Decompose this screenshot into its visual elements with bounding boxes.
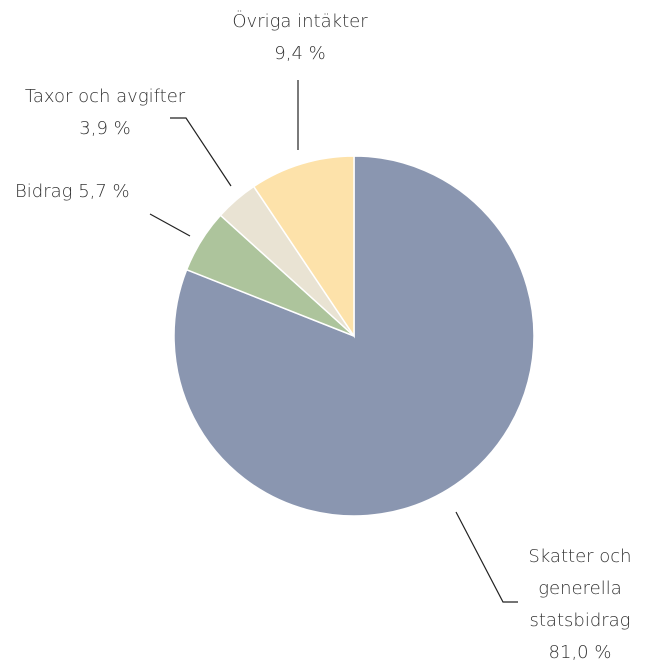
value-label: 5,7 % — [78, 181, 130, 202]
pie-slice — [173, 155, 535, 517]
slice-label: Skatter och generella statsbidrag 81,0 % — [515, 541, 645, 664]
leader-line — [170, 117, 232, 187]
value-label: 81,0 % — [548, 642, 612, 663]
leader-line — [149, 213, 191, 237]
value-label: 9,4 % — [274, 43, 326, 64]
category-label: Taxor och avgifter — [24, 86, 186, 107]
category-label: Bidrag — [15, 181, 73, 202]
slice-label: Övriga intäkter 9,4 % — [200, 6, 400, 70]
leader-line — [455, 511, 518, 603]
slice-label: Taxor och avgifter 3,9 % — [5, 81, 205, 145]
slice-label: Bidrag 5,7 % — [15, 176, 130, 208]
category-label: Övriga intäkter — [232, 11, 368, 32]
pie-slice — [252, 155, 355, 339]
value-label: 3,9 % — [79, 118, 131, 139]
category-label: Skatter och generella statsbidrag — [528, 546, 632, 631]
